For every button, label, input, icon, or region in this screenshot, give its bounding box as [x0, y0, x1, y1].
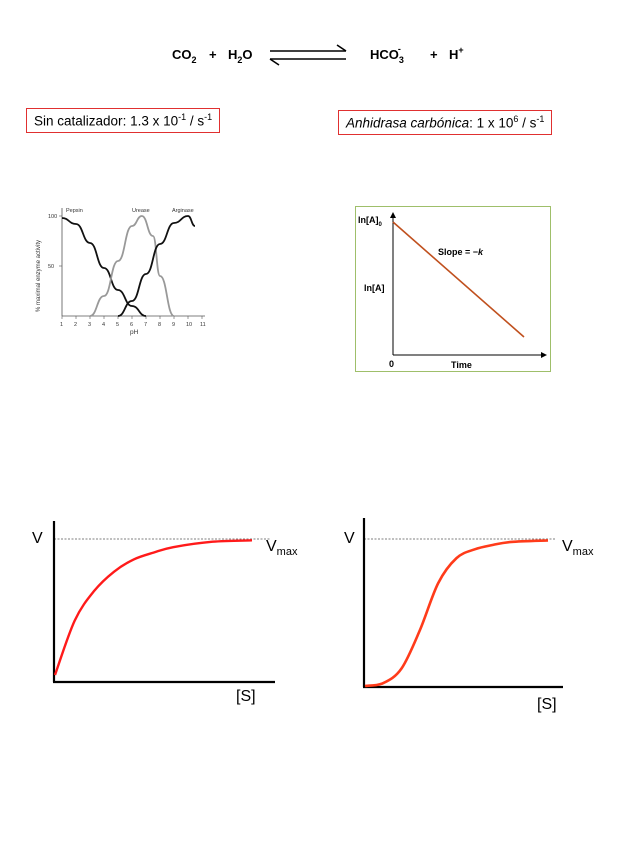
- catalyzed-unit: / s: [518, 115, 537, 131]
- ph-xtick-label: 1: [60, 322, 63, 328]
- ph-xlabel: pH: [130, 329, 139, 336]
- reaction-equation-svg: CO2 + H2O HCO3- + H+: [172, 44, 464, 66]
- mm-axes: [52, 521, 275, 684]
- uncatalyzed-rate-box: Sin catalizador: 1.3 x 10-1 / s-1: [26, 108, 221, 133]
- sig-axes: [362, 518, 563, 689]
- ph-xtick-label: 3: [88, 322, 91, 328]
- uncatalyzed-label: Sin catalizador: [34, 113, 123, 129]
- kinetics-slope-label: Slope = −k: [438, 247, 484, 257]
- sig-vmax-label: Vmax: [562, 538, 594, 558]
- ph-series-label: Urease: [132, 208, 150, 214]
- ph-series-pepsin: [61, 217, 147, 317]
- ph-ytick-label: 50: [48, 264, 54, 270]
- ph-series-group: [61, 215, 196, 317]
- ph-series-labels: Pepsin Urease Arginase: [66, 208, 194, 214]
- catalyzed-value: : 1 x 10: [469, 115, 514, 131]
- kinetics-axes: [390, 212, 547, 358]
- sig-curve: [364, 539, 549, 688]
- mm-ylabel: V: [32, 530, 43, 547]
- ph-ytick-label: 100: [48, 214, 57, 220]
- catalyzed-unit-exponent: -1: [536, 114, 545, 124]
- ph-series-label: Pepsin: [66, 208, 83, 214]
- ph-axes: [61, 208, 205, 317]
- catalyzed-rate-box: Anhidrasa carbónica: 1 x 106 / s-1: [338, 110, 553, 135]
- ph-activity-chart: % maximal enzyme activity pH 1 2 3 4 5 6 7 8 9 10…: [30, 200, 210, 340]
- ph-xtick-label: 6: [130, 322, 133, 328]
- eq-proton: H+: [449, 45, 464, 62]
- ph-series-urease: [89, 215, 175, 317]
- ph-xtick-label: 5: [116, 322, 119, 328]
- ph-xtick-label: 4: [102, 322, 105, 328]
- eq-plus-1: +: [209, 47, 217, 62]
- ph-xtick-label: 7: [144, 322, 147, 328]
- ph-ticks: 1 2 3 4 5 6 7 8 9 10 11 100 50: [48, 214, 206, 328]
- kinetics-y-top-label: ln[A]0: [358, 215, 383, 228]
- sigmoidal-svg: V Vmax [S]: [344, 518, 594, 713]
- eq-hco3: HCO3-: [370, 44, 404, 65]
- kinetics-origin-label: 0: [389, 359, 394, 369]
- catalyzed-exponent: 6: [513, 114, 519, 124]
- mm-vmax-label: Vmax: [266, 538, 298, 558]
- ph-activity-svg: % maximal enzyme activity pH 1 2 3 4 5 6 7 8 9 10…: [36, 208, 206, 336]
- michaelis-menten-chart: V Vmax [S]: [30, 515, 320, 715]
- sig-ylabel: V: [344, 530, 355, 547]
- eq-plus-2: +: [430, 47, 438, 62]
- uncatalyzed-unit: / s: [186, 113, 205, 129]
- kinetics-decay-line: [392, 221, 525, 338]
- ph-series-label: Arginase: [172, 208, 194, 214]
- kinetics-y-mid-label: ln[A]: [364, 283, 385, 293]
- uncatalyzed-value: : 1.3 x 10: [122, 113, 179, 129]
- ph-xtick-label: 10: [186, 322, 192, 328]
- ph-xtick-label: 8: [158, 322, 161, 328]
- uncatalyzed-unit-exponent: -1: [204, 112, 213, 122]
- mm-xlabel: [S]: [236, 688, 256, 705]
- ph-series-arginase: [117, 215, 196, 317]
- mm-curve: [53, 539, 253, 676]
- ph-ylabel: % maximal enzyme activity: [36, 240, 42, 312]
- equilibrium-arrow-icon: [269, 44, 347, 66]
- michaelis-menten-svg: V Vmax [S]: [32, 521, 298, 705]
- kinetics-xlabel: Time: [451, 360, 472, 370]
- first-order-kinetics-chart: ln[A]0 ln[A] Slope = −k 0 Time: [355, 206, 551, 372]
- eq-h2o: H2O: [228, 47, 253, 65]
- reaction-equation: CO2 + H2O HCO3- + H+: [0, 40, 636, 70]
- sig-xlabel: [S]: [537, 696, 557, 713]
- ph-xtick-label: 2: [74, 322, 77, 328]
- ph-xtick-label: 11: [200, 322, 206, 328]
- uncatalyzed-exponent: -1: [178, 112, 187, 122]
- kinetics-svg: ln[A]0 ln[A] Slope = −k 0 Time: [358, 212, 547, 370]
- eq-co2: CO2: [172, 47, 197, 65]
- sigmoidal-chart: V Vmax [S]: [340, 515, 615, 720]
- ph-xtick-label: 9: [172, 322, 175, 328]
- catalyzed-label: Anhidrasa carbónica: [346, 115, 470, 131]
